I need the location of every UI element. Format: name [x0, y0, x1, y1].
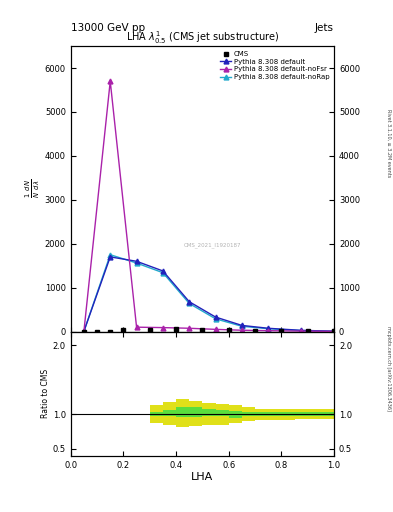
Pythia 8.308 default — [187, 298, 192, 305]
Line: CMS: CMS — [82, 327, 336, 334]
Pythia 8.308 default — [332, 328, 336, 334]
Pythia 8.308 default-noRap — [108, 251, 112, 258]
CMS — [253, 328, 257, 334]
CMS — [174, 326, 178, 332]
Pythia 8.308 default — [213, 314, 218, 320]
CMS — [147, 327, 152, 333]
Pythia 8.308 default — [266, 325, 270, 331]
Pythia 8.308 default-noRap — [134, 260, 139, 266]
Pythia 8.308 default — [108, 254, 112, 260]
CMS — [332, 328, 336, 334]
Text: 13000 GeV pp: 13000 GeV pp — [71, 23, 145, 33]
Pythia 8.308 default-noRap — [187, 301, 192, 307]
CMS — [108, 329, 112, 335]
Pythia 8.308 default — [299, 327, 303, 333]
Pythia 8.308 default-noRap — [299, 328, 303, 334]
Line: Pythia 8.308 default-noFsr: Pythia 8.308 default-noFsr — [81, 79, 336, 334]
Pythia 8.308 default-noRap — [82, 328, 86, 334]
Text: CMS_2021_I1920187: CMS_2021_I1920187 — [184, 242, 241, 248]
Pythia 8.308 default — [239, 323, 244, 329]
CMS — [82, 329, 86, 335]
Pythia 8.308 default-noFsr — [82, 328, 86, 334]
Pythia 8.308 default-noFsr — [134, 324, 139, 330]
Legend: CMS, Pythia 8.308 default, Pythia 8.308 default-noFsr, Pythia 8.308 default-noRa: CMS, Pythia 8.308 default, Pythia 8.308 … — [219, 50, 331, 81]
Pythia 8.308 default-noFsr — [266, 328, 270, 334]
Pythia 8.308 default-noFsr — [187, 325, 192, 331]
Pythia 8.308 default-noFsr — [108, 78, 112, 84]
Y-axis label: $\frac{1}{N}\,\frac{dN}{d\lambda}$: $\frac{1}{N}\,\frac{dN}{d\lambda}$ — [24, 179, 42, 199]
Text: mcplots.cern.ch [arXiv:1306.3436]: mcplots.cern.ch [arXiv:1306.3436] — [386, 326, 391, 411]
Line: Pythia 8.308 default-noRap: Pythia 8.308 default-noRap — [81, 252, 336, 334]
Pythia 8.308 default-noRap — [332, 328, 336, 334]
CMS — [226, 327, 231, 333]
Pythia 8.308 default — [160, 268, 165, 274]
Pythia 8.308 default-noFsr — [239, 327, 244, 333]
Pythia 8.308 default — [134, 258, 139, 264]
X-axis label: LHA: LHA — [191, 472, 213, 482]
Pythia 8.308 default-noFsr — [332, 328, 336, 334]
CMS — [305, 328, 310, 334]
Y-axis label: Ratio to CMS: Ratio to CMS — [41, 369, 50, 418]
Title: LHA $\lambda^{1}_{0.5}$ (CMS jet substructure): LHA $\lambda^{1}_{0.5}$ (CMS jet substru… — [126, 29, 279, 46]
Text: Rivet 3.1.10, ≥ 3.2M events: Rivet 3.1.10, ≥ 3.2M events — [386, 109, 391, 178]
Pythia 8.308 default-noRap — [239, 323, 244, 329]
CMS — [121, 327, 126, 333]
CMS — [95, 329, 99, 335]
Pythia 8.308 default-noFsr — [213, 326, 218, 332]
Pythia 8.308 default-noRap — [160, 270, 165, 276]
Text: Jets: Jets — [315, 23, 334, 33]
Pythia 8.308 default — [82, 328, 86, 334]
Pythia 8.308 default-noFsr — [299, 328, 303, 334]
Pythia 8.308 default-noFsr — [160, 325, 165, 331]
Pythia 8.308 default-noRap — [213, 316, 218, 322]
Pythia 8.308 default-noRap — [266, 326, 270, 332]
Line: Pythia 8.308 default: Pythia 8.308 default — [81, 254, 336, 334]
CMS — [279, 328, 284, 334]
CMS — [200, 327, 205, 333]
